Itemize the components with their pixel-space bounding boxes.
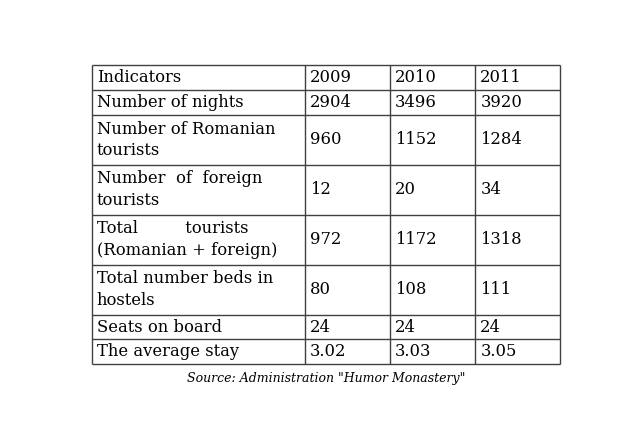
Text: 80: 80 [310, 281, 331, 298]
Text: 2011: 2011 [480, 69, 522, 86]
Text: 3.05: 3.05 [480, 343, 516, 361]
Text: 24: 24 [310, 319, 331, 335]
Text: 111: 111 [480, 281, 511, 298]
Text: 2009: 2009 [310, 69, 352, 86]
Text: Number  of  foreign
tourists: Number of foreign tourists [97, 171, 262, 209]
Text: 20: 20 [395, 181, 416, 198]
Text: Indicators: Indicators [97, 69, 181, 86]
Text: 12: 12 [310, 181, 331, 198]
Text: 24: 24 [395, 319, 416, 335]
Text: 34: 34 [480, 181, 501, 198]
Text: Seats on board: Seats on board [97, 319, 222, 335]
Text: Source: Administration "Humor Monastery": Source: Administration "Humor Monastery" [187, 373, 465, 385]
Text: 972: 972 [310, 231, 341, 248]
Text: 108: 108 [395, 281, 426, 298]
Text: 1172: 1172 [395, 231, 437, 248]
Text: 2010: 2010 [395, 69, 437, 86]
Text: 2904: 2904 [310, 94, 352, 111]
Text: 1318: 1318 [480, 231, 522, 248]
Text: Number of nights: Number of nights [97, 94, 244, 111]
Text: Total number beds in
hostels: Total number beds in hostels [97, 271, 273, 309]
Text: Total         tourists
(Romanian + foreign): Total tourists (Romanian + foreign) [97, 221, 277, 259]
Text: 3.02: 3.02 [310, 343, 347, 361]
Text: 3920: 3920 [480, 94, 522, 111]
Text: Number of Romanian
tourists: Number of Romanian tourists [97, 121, 275, 159]
Text: 24: 24 [480, 319, 501, 335]
Text: The average stay: The average stay [97, 343, 239, 361]
Text: 1284: 1284 [480, 131, 522, 149]
Text: 3.03: 3.03 [395, 343, 431, 361]
Text: 3496: 3496 [395, 94, 437, 111]
Text: 1152: 1152 [395, 131, 437, 149]
Text: 960: 960 [310, 131, 342, 149]
